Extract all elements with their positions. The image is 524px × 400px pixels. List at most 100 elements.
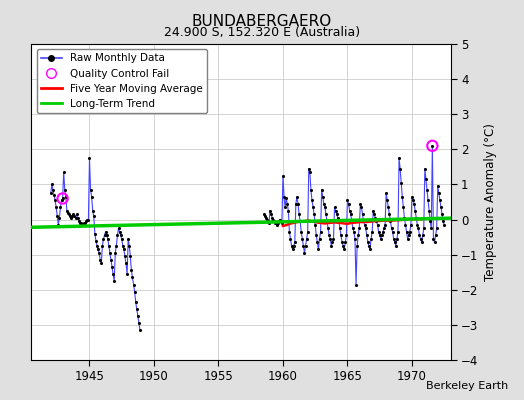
Point xyxy=(61,186,69,193)
Point xyxy=(428,143,436,149)
Point xyxy=(77,220,85,226)
Point xyxy=(278,220,286,226)
Point xyxy=(107,257,115,263)
Point xyxy=(57,197,66,204)
Point xyxy=(416,232,424,238)
Point xyxy=(342,232,351,238)
Point xyxy=(132,299,140,305)
Point xyxy=(295,211,303,218)
Point xyxy=(110,278,118,284)
Point xyxy=(333,211,341,218)
Point xyxy=(406,229,414,235)
Point xyxy=(63,208,71,214)
Point xyxy=(95,250,103,256)
Point xyxy=(102,229,110,235)
Point xyxy=(426,218,434,224)
Point xyxy=(386,218,395,224)
Point xyxy=(124,236,133,242)
Point xyxy=(109,271,117,277)
Point xyxy=(366,246,374,253)
Point xyxy=(398,194,407,200)
Point xyxy=(329,236,337,242)
Point xyxy=(281,204,289,210)
Point xyxy=(376,232,384,238)
Point xyxy=(395,155,403,161)
Point xyxy=(123,271,132,277)
Point xyxy=(345,208,354,214)
Point xyxy=(58,195,67,202)
Point xyxy=(339,243,347,249)
Point xyxy=(67,214,75,221)
Point xyxy=(313,239,322,246)
Point xyxy=(365,243,373,249)
Point xyxy=(83,216,92,223)
Point xyxy=(294,200,302,207)
Text: BUNDABERGAERO: BUNDABERGAERO xyxy=(192,14,332,29)
Point xyxy=(324,225,332,232)
Point xyxy=(272,222,281,228)
Point xyxy=(408,194,416,200)
Point xyxy=(56,204,64,210)
Point xyxy=(114,225,123,232)
Point xyxy=(338,239,346,246)
Point xyxy=(382,190,390,196)
Point xyxy=(128,274,137,281)
Point xyxy=(70,213,79,219)
Point xyxy=(73,214,82,221)
Point xyxy=(397,180,406,186)
Point xyxy=(275,218,283,224)
Point xyxy=(328,239,336,246)
Point xyxy=(75,220,84,226)
Point xyxy=(118,243,127,249)
Point xyxy=(136,327,144,333)
Point xyxy=(62,194,70,200)
Point xyxy=(301,243,310,249)
Point xyxy=(50,192,58,198)
Point xyxy=(277,218,285,224)
Point xyxy=(288,246,297,253)
Point xyxy=(348,225,357,232)
Point xyxy=(297,229,305,235)
Point xyxy=(357,204,366,210)
Point xyxy=(335,218,343,224)
Point xyxy=(419,232,427,238)
Legend: Raw Monthly Data, Quality Control Fail, Five Year Moving Average, Long-Term Tren: Raw Monthly Data, Quality Control Fail, … xyxy=(37,49,207,113)
Point xyxy=(402,229,411,235)
Point xyxy=(400,214,409,221)
Point xyxy=(427,225,435,232)
Point xyxy=(358,211,367,218)
Point xyxy=(351,236,359,242)
Point xyxy=(111,250,119,256)
Point xyxy=(347,218,356,224)
Point xyxy=(55,214,63,221)
Point xyxy=(309,204,317,210)
Point xyxy=(318,186,326,193)
Point xyxy=(84,216,93,223)
Point xyxy=(97,260,105,267)
Point xyxy=(311,222,320,228)
Point xyxy=(93,243,101,249)
Point xyxy=(305,169,314,175)
Point xyxy=(48,181,56,188)
Point xyxy=(354,232,363,238)
Point xyxy=(319,194,327,200)
Point xyxy=(65,211,73,218)
Point xyxy=(340,246,348,253)
Point xyxy=(434,190,443,196)
Point xyxy=(396,166,405,172)
Point xyxy=(261,214,270,221)
Point xyxy=(96,257,104,263)
Point xyxy=(389,236,398,242)
Point xyxy=(334,214,342,221)
Point xyxy=(361,222,369,228)
Point xyxy=(437,204,445,210)
Point xyxy=(134,313,142,319)
Point xyxy=(336,225,344,232)
Point xyxy=(82,218,91,224)
Point xyxy=(439,218,447,224)
Point xyxy=(330,204,339,210)
Point xyxy=(108,264,116,270)
Point xyxy=(310,211,318,218)
Point xyxy=(106,250,114,256)
Point xyxy=(274,220,282,226)
